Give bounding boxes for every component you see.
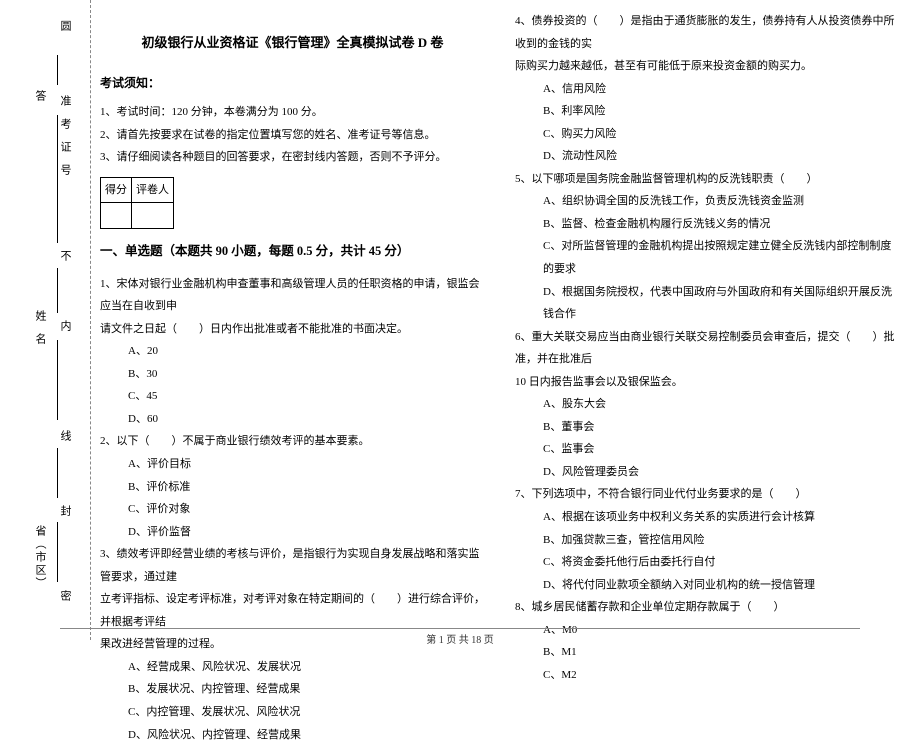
notice-item: 3、请仔细阅读各种题目的回答要求，在密封线内答题，否则不予评分。 bbox=[100, 146, 485, 169]
notice-item: 2、请首先按要求在试卷的指定位置填写您的姓名、准考证号等信息。 bbox=[100, 124, 485, 147]
margin-text-3: 准考证号 bbox=[57, 95, 73, 187]
q3-stem: 3、绩效考评即经营业绩的考核与评价，是指银行为实现自身发展战略和落实监管要求，通… bbox=[100, 543, 485, 588]
q6-opt: C、监事会 bbox=[515, 438, 900, 461]
margin-labels: 圆 答 准考证号 不 姓名 内 线 封 省（市区） 密 bbox=[12, 0, 72, 640]
grader-cell: 评卷人 bbox=[132, 177, 174, 203]
q4-opt: A、信用风险 bbox=[515, 78, 900, 101]
blank-cell bbox=[132, 203, 174, 229]
margin-text-2: 答 bbox=[32, 90, 48, 101]
q6-opt: D、风险管理委员会 bbox=[515, 461, 900, 484]
q7-opt: A、根据在该项业务中权利义务关系的实质进行会计核算 bbox=[515, 506, 900, 529]
q6-opt: B、董事会 bbox=[515, 416, 900, 439]
q1-stem: 1、宋体对银行业金融机构申查董事和高级管理人员的任职资格的申请，银监会应当在自收… bbox=[100, 273, 485, 318]
q5-stem: 5、以下哪项是国务院金融监督管理机构的反洗钱职责（ ） bbox=[515, 168, 900, 191]
q6-stem: 6、重大关联交易应当由商业银行关联交易控制委员会审查后，提交（ ）批准，并在批准… bbox=[515, 326, 900, 371]
margin-line bbox=[57, 448, 59, 498]
section-title: 一、单选题（本题共 90 小题，每题 0.5 分，共计 45 分） bbox=[100, 239, 409, 265]
q1-opt: C、45 bbox=[100, 385, 485, 408]
q1-stem: 请文件之日起（ ）日内作出批准或者不能批准的书面决定。 bbox=[100, 318, 485, 341]
q2-opt: C、评价对象 bbox=[100, 498, 485, 521]
margin-line bbox=[57, 268, 59, 313]
q2-stem: 2、以下（ ）不属于商业银行绩效考评的基本要素。 bbox=[100, 430, 485, 453]
section-header: 得分 评卷人 一、单选题（本题共 90 小题，每题 0.5 分，共计 45 分） bbox=[100, 173, 485, 273]
margin-text-6: 内 bbox=[57, 320, 73, 331]
margin-text-5: 姓名 bbox=[32, 310, 48, 356]
q2-opt: A、评价目标 bbox=[100, 453, 485, 476]
q5-opt: D、根据国务院授权，代表中国政府与外国政府和有关国际组织开展反洗钱合作 bbox=[515, 281, 900, 326]
margin-line bbox=[57, 55, 59, 85]
column-left: 初级银行从业资格证《银行管理》全真模拟试卷 D 卷 考试须知： 1、考试时间：1… bbox=[100, 10, 485, 620]
margin-text-9: 省（市区） bbox=[32, 525, 48, 590]
margin-text-10: 密 bbox=[57, 590, 73, 601]
margin-line bbox=[57, 115, 59, 243]
q4-opt: B、利率风险 bbox=[515, 100, 900, 123]
margin-text-8: 封 bbox=[57, 505, 73, 516]
score-cell: 得分 bbox=[101, 177, 132, 203]
notice-item: 1、考试时间：120 分钟，本卷满分为 100 分。 bbox=[100, 101, 485, 124]
column-right: 4、债券投资的（ ）是指由于通货膨胀的发生，债券持有人从投资债券中所收到的金钱的… bbox=[515, 10, 900, 620]
q6-stem: 10 日内报告监事会以及银保监会。 bbox=[515, 371, 900, 394]
q2-opt: B、评价标准 bbox=[100, 476, 485, 499]
q7-opt: D、将代付同业款项全额纳入对同业机构的统一授信管理 bbox=[515, 574, 900, 597]
q7-opt: B、加强贷款三查，管控信用风险 bbox=[515, 529, 900, 552]
q4-opt: C、购买力风险 bbox=[515, 123, 900, 146]
q3-stem: 立考评指标、设定考评标准，对考评对象在特定期间的（ ）进行综合评价，并根据考评结 bbox=[100, 588, 485, 633]
q1-opt: A、20 bbox=[100, 340, 485, 363]
notice-heading: 考试须知： bbox=[100, 71, 485, 96]
q1-opt: B、30 bbox=[100, 363, 485, 386]
q3-opt: A、经营成果、风险状况、发展状况 bbox=[100, 656, 485, 679]
page-footer: 第 1 页 共 18 页 bbox=[60, 628, 860, 646]
q5-opt: C、对所监督管理的金融机构提出按照规定建立健全反洗钱内部控制制度的要求 bbox=[515, 235, 900, 280]
margin-text-4: 不 bbox=[57, 250, 73, 261]
q1-opt: D、60 bbox=[100, 408, 485, 431]
page-content: 初级银行从业资格证《银行管理》全真模拟试卷 D 卷 考试须知： 1、考试时间：1… bbox=[100, 10, 900, 620]
q6-opt: A、股东大会 bbox=[515, 393, 900, 416]
q4-stem: 4、债券投资的（ ）是指由于通货膨胀的发生，债券持有人从投资债券中所收到的金钱的… bbox=[515, 10, 900, 55]
binding-margin: 圆 答 准考证号 不 姓名 内 线 封 省（市区） 密 bbox=[0, 0, 91, 640]
margin-text-1: 圆 bbox=[57, 20, 73, 31]
q5-opt: B、监督、检查金融机构履行反洗钱义务的情况 bbox=[515, 213, 900, 236]
q8-opt: C、M2 bbox=[515, 664, 900, 687]
margin-text-7: 线 bbox=[57, 430, 73, 441]
q3-opt: C、内控管理、发展状况、风险状况 bbox=[100, 701, 485, 724]
q7-stem: 7、下列选项中，不符合银行同业代付业务要求的是（ ） bbox=[515, 483, 900, 506]
q2-opt: D、评价监督 bbox=[100, 521, 485, 544]
q4-opt: D、流动性风险 bbox=[515, 145, 900, 168]
margin-line bbox=[57, 340, 59, 420]
q7-opt: C、将资金委托他行后由委托行自付 bbox=[515, 551, 900, 574]
q3-opt: D、风险状况、内控管理、经营成果 bbox=[100, 724, 485, 746]
margin-line bbox=[57, 522, 59, 582]
q4-stem: 际购买力越来越低，甚至有可能低于原来投资金额的购买力。 bbox=[515, 55, 900, 78]
q8-stem: 8、城乡居民储蓄存款和企业单位定期存款属于（ ） bbox=[515, 596, 900, 619]
blank-cell bbox=[101, 203, 132, 229]
score-table: 得分 评卷人 bbox=[100, 177, 174, 229]
q5-opt: A、组织协调全国的反洗钱工作，负责反洗钱资金监测 bbox=[515, 190, 900, 213]
exam-title: 初级银行从业资格证《银行管理》全真模拟试卷 D 卷 bbox=[100, 30, 485, 57]
q3-opt: B、发展状况、内控管理、经营成果 bbox=[100, 678, 485, 701]
